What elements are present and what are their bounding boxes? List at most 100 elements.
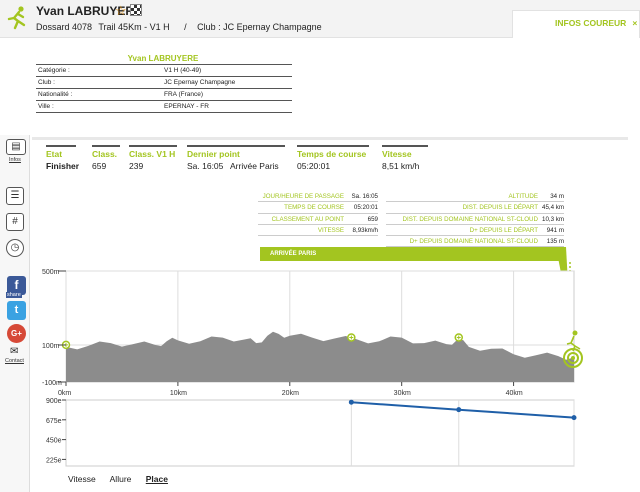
contact-link[interactable]: Contact [5, 358, 24, 364]
separator: / [184, 22, 187, 32]
stat-label: Class. V1 H [129, 149, 176, 159]
elevation-area [66, 331, 574, 382]
stat-temps-course: Temps de course 05:20:01 [297, 145, 369, 171]
tooltip-value: 659 [367, 215, 378, 223]
stat-value: Finisher [46, 161, 80, 171]
x-tick-label: 30km [394, 390, 411, 397]
tooltip-key: VITESSE [317, 226, 344, 234]
finish-target-icon[interactable] [563, 330, 583, 368]
infos-link[interactable]: Infos [9, 157, 21, 163]
tooltip-row: D+ DEPUIS LE DÉPART 941 m [386, 225, 564, 237]
tooltip-row: VITESSE 8,93km/h [258, 225, 378, 237]
y-tick-label: 900e [46, 398, 62, 405]
info-value: V1 H (40-49) [164, 67, 202, 74]
tooltip-row: CLASSEMENT AU POINT 659 [258, 214, 378, 225]
stat-value: Sa. 16:05 Arrivée Paris [187, 161, 279, 171]
stat-etat: Etat Finisher [46, 145, 80, 171]
info-value: FRA (France) [164, 91, 204, 98]
tab-allure[interactable]: Allure [109, 474, 132, 484]
ranking-point [348, 399, 354, 405]
runner-subline: Dossard 4078 Trail 45Km - V1 H / Club : … [36, 22, 326, 32]
checkpoint-plus [456, 335, 461, 340]
stat-label: Vitesse [382, 149, 412, 159]
id-card-icon[interactable]: ▤ [6, 139, 26, 155]
runner-logo-icon [7, 6, 26, 30]
info-row-category: Catégorie : V1 H (40-49) [36, 65, 292, 77]
facebook-icon[interactable]: f [7, 276, 26, 295]
club-name: Club : JC Epernay Champagne [197, 22, 322, 32]
clock-icon[interactable]: ◷ [6, 239, 24, 257]
info-row-city: Ville : EPERNAY - FR [36, 101, 292, 113]
runner-name: Yvan LABRUYERE [36, 4, 143, 18]
info-value: EPERNAY - FR [164, 103, 209, 110]
tooltip-key: CLASSEMENT AU POINT [271, 215, 344, 223]
mail-icon[interactable]: ✉ [10, 346, 19, 357]
y-tick-label: 500m [42, 269, 60, 276]
bib-number: Dossard 4078 [36, 22, 93, 32]
tab-infos-label: INFOS COUREUR [555, 18, 627, 28]
left-toolbar: ▤ Infos ☰ # ◷ f share t G+ ✉ Contact [0, 135, 30, 492]
x-tick-label: 10km [170, 390, 187, 397]
share-label[interactable]: share [6, 292, 22, 298]
tab-vitesse[interactable]: Vitesse [68, 474, 96, 484]
x-tick-label: 0km [58, 390, 71, 397]
ranking-frame [65, 399, 575, 467]
stat-value: 8,51 km/h [382, 161, 420, 171]
tooltip-value: Sa. 16:05 [351, 193, 379, 200]
twitter-icon[interactable]: t [7, 301, 26, 320]
stat-label: Class. [92, 149, 118, 159]
info-key: Catégorie : [38, 67, 70, 74]
tooltip-row: ALTITUDE 34 m [386, 191, 564, 203]
google-plus-icon[interactable]: G+ [7, 324, 26, 343]
checkpoint-banner: ARRIVÉE PARIS [260, 247, 566, 261]
info-key: Club : [38, 79, 55, 86]
stat-class-v1h: Class. V1 H 239 [129, 145, 177, 171]
tooltip-key: DIST. DEPUIS LE DÉPART [462, 204, 538, 212]
tooltip-row: DIST. DEPUIS LE DÉPART 45,4 km [386, 202, 564, 214]
tooltip-value: 135 m [546, 238, 564, 246]
y-tick-label: -100m [42, 380, 62, 387]
tooltip-key: JOUR/HEURE DE PASSAGE [262, 193, 344, 200]
stat-value: 239 [129, 161, 144, 171]
y-tick-label: 450e [46, 438, 62, 445]
tooltip-row: D+ DEPUIS DOMAINE NATIONAL ST-CLOUD 135 m [386, 236, 564, 248]
card-runner-name: Yvan LABRUYERE [127, 54, 199, 63]
tooltip-value: 941 m [546, 226, 564, 234]
x-tick-label: 40km [506, 390, 523, 397]
y-tick-label: 100m [42, 343, 60, 350]
elevation-x-ticks: 0km 10km 20km 30km 40km [58, 382, 523, 397]
favorite-star-icon[interactable]: ☆ [115, 3, 127, 18]
ranking-chart[interactable]: 900e 675e 450e 225e [46, 398, 577, 467]
info-key: Nationalité : [38, 91, 73, 98]
tooltip-value: 10,3 km [542, 215, 565, 223]
info-row-nationality: Nationalité : FRA (France) [36, 89, 292, 101]
checkpoint-markers[interactable] [61, 333, 463, 350]
y-tick-label: 225e [46, 457, 62, 464]
tab-infos-coureur[interactable]: INFOS COUREUR × [512, 10, 640, 38]
list-icon[interactable]: ☰ [6, 187, 24, 205]
chart-mode-tabs: Vitesse Allure Place [68, 474, 180, 484]
stat-label: Dernier point [187, 149, 240, 159]
ranking-point [571, 415, 577, 421]
stat-value: 659 [92, 161, 107, 171]
stat-vitesse: Vitesse 8,51 km/h [382, 145, 428, 171]
tab-place[interactable]: Place [145, 474, 168, 484]
grid-icon[interactable]: # [6, 213, 24, 231]
tooltip-value: 34 m [550, 193, 564, 200]
tooltip-value: 8,93km/h [352, 226, 378, 234]
x-tick-label: 20km [282, 390, 299, 397]
tooltip-key: ALTITUDE [508, 193, 538, 200]
tooltip-row: DIST. DEPUIS DOMAINE NATIONAL ST-CLOUD 10… [386, 214, 564, 225]
y-tick-label: 675e [46, 418, 62, 425]
stat-class: Class. 659 [92, 145, 120, 171]
ranking-points [348, 399, 577, 421]
info-value: JC Epernay Champagne [164, 79, 236, 86]
race-panel [32, 137, 628, 492]
ranking-point [456, 407, 462, 413]
stat-label: Temps de course [297, 149, 367, 159]
elevation-chart[interactable]: 500m 100m -100m 0km 10km 20km 30km 40km [42, 269, 575, 397]
stat-dernier-point: Dernier point Sa. 16:05 Arrivée Paris [187, 145, 285, 171]
tooltip-value: 05:20:01 [353, 204, 378, 212]
close-icon[interactable]: × [632, 18, 638, 28]
